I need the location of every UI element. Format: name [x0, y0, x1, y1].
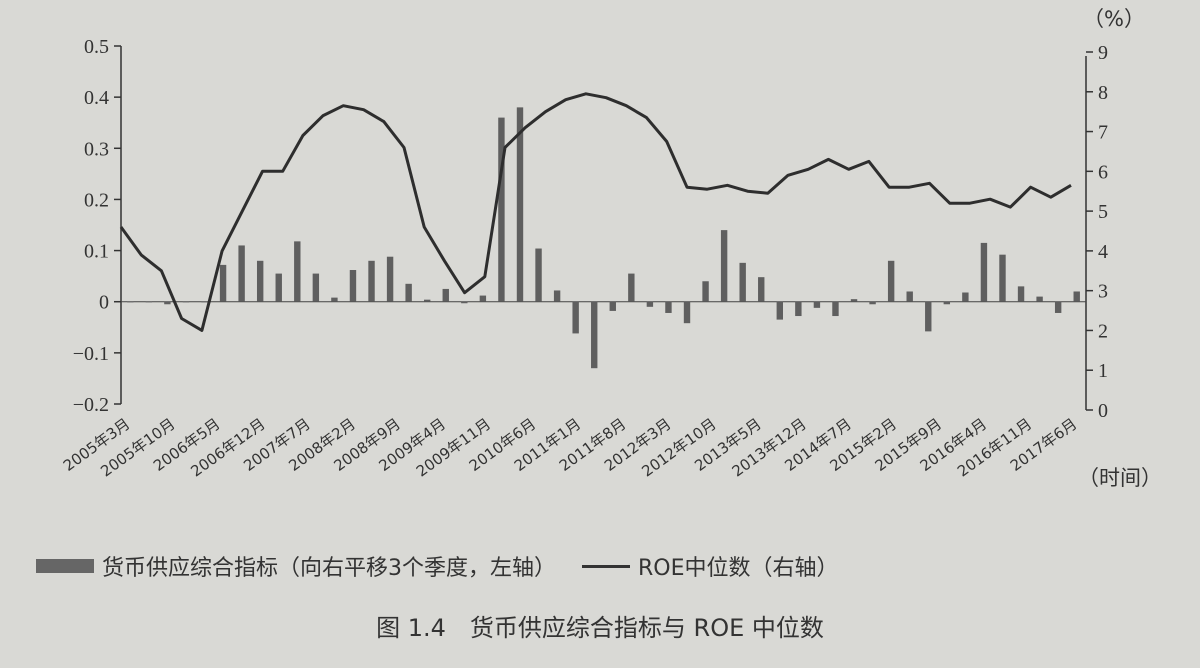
bar [906, 291, 913, 302]
legend-line-swatch [582, 564, 630, 568]
right-axis-tick-label: 7 [1098, 122, 1108, 144]
bar [1036, 296, 1043, 302]
right-axis-tick-label: 0 [1098, 400, 1108, 422]
bar [479, 295, 487, 302]
bar [720, 230, 728, 302]
right-axis-tick-label: 3 [1098, 281, 1108, 303]
left-axis-tick-label: 0.4 [84, 87, 109, 109]
bar [275, 273, 282, 302]
right-axis-tick-label: 4 [1098, 241, 1108, 263]
right-axis-tick-label: 9 [1098, 42, 1108, 64]
left-axis-tick-label: 0.3 [84, 138, 109, 160]
bar [386, 256, 394, 302]
legend-bar-swatch [36, 559, 94, 573]
right-axis-tick-label: 5 [1098, 201, 1108, 223]
left-y-axis: 0.5 0.4 0.3 0.2 0.1 0 −0.1 −0.2 [73, 36, 122, 416]
right-axis-tick-label: 6 [1098, 161, 1108, 183]
chart-legend: 货币供应综合指标（向右平移3个季度，左轴） ROE中位数（右轴） [36, 548, 839, 584]
bar [980, 242, 988, 302]
bar [145, 301, 153, 303]
bar-series [127, 107, 1080, 369]
right-axis-tick-label: 1 [1098, 360, 1108, 382]
left-axis-tick-label: 0.2 [84, 189, 109, 211]
right-axis-unit-label: （%） [1083, 7, 1145, 31]
bar [665, 301, 672, 313]
left-axis-tick-label: 0.5 [84, 36, 109, 58]
bar [1054, 301, 1062, 313]
legend-bar-label: 货币供应综合指标（向右平移3个季度，左轴） [102, 556, 556, 581]
bar [553, 290, 561, 302]
bar [1073, 291, 1080, 302]
right-y-axis: 9 8 7 6 5 4 3 2 1 0 [1085, 42, 1108, 422]
bar [869, 301, 876, 305]
left-axis-tick-label: 0.1 [84, 241, 109, 263]
bar [850, 299, 858, 302]
bar [312, 273, 320, 302]
bar [591, 301, 598, 369]
roe-line [119, 92, 1072, 332]
left-axis-tick-label: −0.2 [73, 394, 109, 416]
bar [424, 299, 431, 302]
bar [516, 107, 524, 302]
bar [442, 288, 449, 302]
bar [256, 260, 264, 302]
bar [182, 301, 190, 303]
bar [999, 254, 1006, 302]
right-axis-tick-label: 2 [1098, 320, 1108, 342]
line-series [119, 92, 1072, 332]
bar [238, 245, 245, 302]
figure-caption: 图 1.4 货币供应综合指标与 ROE 中位数 [376, 614, 824, 642]
bar [758, 277, 765, 302]
bar [887, 260, 895, 302]
bar [925, 301, 932, 332]
bar [331, 297, 338, 302]
bar [368, 260, 375, 302]
combo-chart: 0.5 0.4 0.3 0.2 0.1 0 −0.1 −0.2 9 8 7 6 5 4 3 2 1 0 2005… [60, 7, 1162, 490]
bar [609, 301, 616, 311]
bar [962, 292, 969, 302]
bar [349, 270, 357, 302]
legend-line-label: ROE中位数（右轴） [638, 556, 839, 581]
bar [201, 301, 208, 303]
x-axis-label: （时间） [1078, 466, 1162, 490]
bar [535, 248, 542, 302]
bar [795, 301, 802, 317]
bar [776, 301, 783, 320]
bar [164, 301, 171, 305]
bar [294, 241, 301, 302]
bar [628, 273, 635, 302]
bar [832, 301, 839, 317]
bar [461, 301, 468, 304]
bar [498, 117, 505, 302]
bar [646, 301, 654, 307]
left-axis-tick-label: −0.1 [73, 343, 109, 365]
bar [572, 301, 579, 334]
x-axis-tick-labels: 2005年3月2005年10月2006年5月2006年12月2007年7月200… [60, 415, 1080, 481]
right-axis-tick-label: 8 [1098, 82, 1108, 104]
bar [1017, 286, 1025, 302]
bar [943, 301, 951, 305]
bar [683, 301, 691, 324]
bar [739, 262, 746, 302]
bar [405, 283, 412, 302]
bar [813, 301, 821, 308]
bar [219, 264, 227, 302]
bar [702, 281, 709, 302]
bar [127, 301, 134, 303]
left-axis-tick-label: 0 [99, 292, 109, 314]
